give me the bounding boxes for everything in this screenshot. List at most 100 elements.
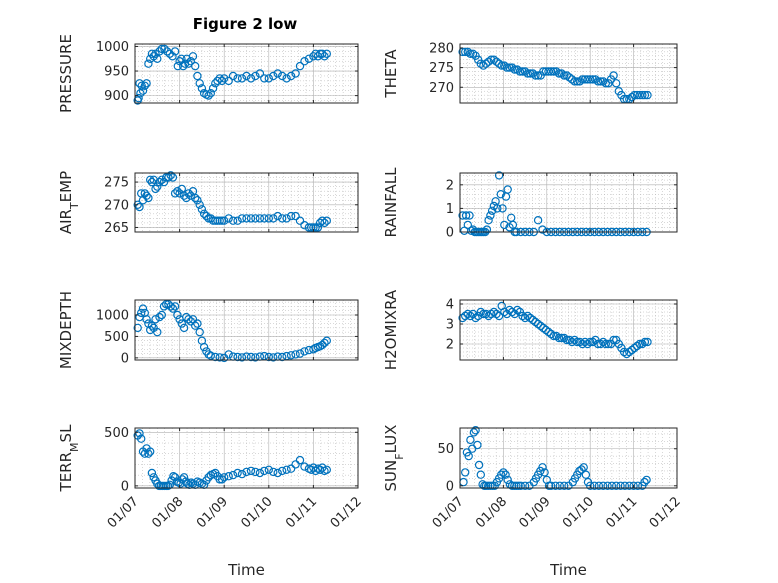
data-point	[583, 75, 592, 84]
data-point	[516, 481, 526, 490]
data-point	[166, 171, 175, 180]
data-point	[570, 77, 579, 86]
data-point	[625, 481, 634, 490]
data-point	[586, 337, 595, 347]
data-point	[612, 481, 621, 490]
data-point	[140, 81, 149, 91]
data-point	[607, 481, 617, 490]
data-point	[224, 472, 233, 481]
data-point	[264, 352, 273, 362]
axes-box	[134, 43, 359, 104]
data-point	[507, 307, 517, 317]
data-point	[195, 327, 204, 337]
data-point	[494, 59, 504, 68]
y-tick-label: 4	[446, 298, 454, 313]
data-point	[496, 189, 505, 199]
x-tick-label: 01/07	[105, 494, 142, 531]
data-point	[609, 335, 618, 345]
data-point	[269, 214, 278, 223]
data-point	[145, 175, 155, 184]
series-markers	[133, 429, 331, 491]
data-point	[142, 191, 151, 200]
data-point	[471, 426, 480, 435]
data-point	[484, 311, 493, 321]
y-axis-label: RAINFALL	[382, 167, 400, 238]
y-axis-label: SUNFLUX	[382, 425, 406, 492]
data-point	[322, 49, 331, 59]
data-point	[546, 481, 556, 490]
data-point	[609, 71, 618, 80]
data-point	[165, 49, 174, 59]
x-axis-label: Time	[549, 561, 587, 579]
y-tick-label: 0	[121, 351, 129, 366]
data-point	[286, 211, 296, 221]
data-point	[469, 428, 479, 437]
data-point	[573, 77, 582, 86]
data-point	[217, 475, 227, 484]
data-point	[494, 311, 504, 321]
y-tick-label: 0	[446, 226, 454, 241]
y-tick-label: 275	[429, 61, 454, 76]
data-point	[195, 79, 204, 88]
data-point	[278, 214, 287, 223]
data-point	[237, 469, 247, 479]
data-point	[153, 182, 162, 191]
data-point	[168, 52, 177, 61]
data-point	[526, 69, 535, 78]
data-point	[515, 67, 525, 76]
data-point	[255, 214, 265, 223]
data-point	[162, 47, 172, 56]
data-point	[161, 300, 171, 309]
data-point	[464, 451, 473, 461]
data-point	[193, 71, 202, 81]
x-tick-label: 01/12	[328, 494, 365, 531]
data-point	[463, 47, 472, 57]
data-point	[157, 310, 166, 320]
data-point	[489, 55, 499, 64]
axes-box	[134, 427, 359, 489]
data-point	[575, 77, 585, 86]
data-point	[594, 481, 604, 490]
data-point	[182, 193, 191, 203]
data-point	[640, 337, 650, 347]
data-point	[208, 84, 218, 93]
data-point	[471, 313, 480, 323]
data-point	[133, 323, 142, 333]
data-point	[145, 447, 155, 456]
data-point	[318, 340, 327, 350]
data-point	[520, 481, 530, 490]
data-point	[461, 311, 470, 321]
data-point	[273, 69, 282, 78]
data-point	[588, 75, 598, 84]
data-point	[546, 67, 556, 76]
data-point	[528, 315, 538, 325]
subplot-3: 265 270 275 AIRTEMP	[57, 171, 359, 236]
data-point	[320, 218, 329, 228]
data-point	[202, 211, 211, 221]
data-point	[632, 341, 642, 351]
data-point	[565, 73, 574, 82]
data-point	[643, 337, 652, 347]
data-point	[291, 460, 300, 469]
data-point	[135, 202, 144, 212]
data-point	[199, 480, 209, 489]
data-point	[295, 349, 305, 358]
data-point	[546, 329, 556, 339]
x-tick-label: 01/08	[149, 494, 186, 531]
data-point	[577, 465, 586, 474]
data-point	[273, 211, 282, 221]
y-axis-label: PRESSURE	[57, 34, 75, 113]
data-point	[237, 214, 247, 223]
data-point	[199, 209, 209, 218]
data-point	[170, 302, 180, 311]
data-point	[211, 352, 220, 362]
data-point	[473, 440, 482, 450]
data-point	[528, 69, 538, 78]
data-point	[233, 216, 242, 225]
data-point	[536, 321, 545, 331]
data-point	[557, 333, 566, 343]
data-point	[228, 470, 238, 480]
data-point	[322, 336, 331, 345]
data-point	[562, 71, 572, 80]
